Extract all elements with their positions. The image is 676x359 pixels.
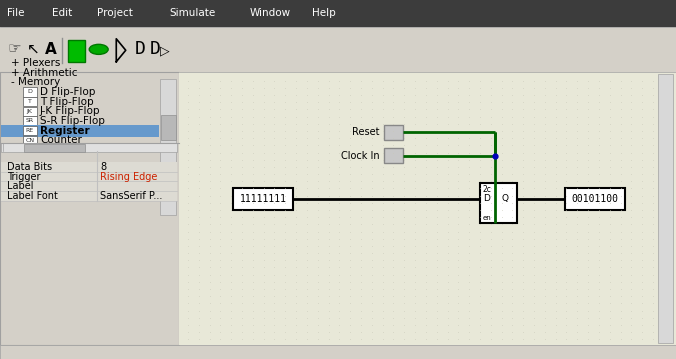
Bar	[179, 72, 676, 345]
Text: Edit: Edit	[52, 9, 72, 18]
Text: A: A	[45, 42, 56, 57]
Text: ↖: ↖	[27, 42, 40, 57]
Text: D: D	[483, 194, 489, 204]
Text: 11111111: 11111111	[239, 194, 287, 204]
Text: en: en	[483, 215, 491, 220]
Text: Clock In: Clock In	[341, 151, 380, 161]
Bar	[160, 79, 176, 215]
Bar	[384, 148, 403, 163]
Text: - Memory: - Memory	[11, 77, 61, 87]
Text: T: T	[28, 99, 32, 104]
Text: File: File	[7, 9, 24, 18]
Bar	[1, 162, 177, 172]
Text: JK: JK	[27, 109, 32, 114]
Text: ☞: ☞	[8, 42, 22, 57]
Bar	[0, 72, 179, 345]
Text: Q: Q	[502, 194, 508, 204]
Text: Label Font: Label Font	[7, 191, 57, 201]
Bar	[0, 345, 676, 359]
Circle shape	[89, 45, 108, 55]
Text: S-R Flip-Flop: S-R Flip-Flop	[40, 116, 105, 126]
Text: D: D	[150, 40, 161, 59]
Text: Counter: Counter	[40, 135, 82, 145]
Text: Simulate: Simulate	[169, 9, 215, 18]
Bar	[1, 143, 177, 152]
Text: T Flip-Flop: T Flip-Flop	[40, 97, 93, 107]
Bar	[233, 188, 293, 210]
Text: SR: SR	[26, 118, 34, 123]
Bar	[23, 97, 37, 106]
Bar	[23, 136, 37, 145]
Text: D: D	[27, 89, 32, 94]
Bar	[23, 107, 37, 116]
Bar	[1, 191, 177, 201]
Bar	[161, 115, 176, 140]
Text: 00101100: 00101100	[571, 194, 619, 204]
Text: Trigger: Trigger	[7, 172, 41, 182]
Text: + Plexers: + Plexers	[11, 58, 61, 68]
Bar	[23, 87, 37, 97]
Bar	[658, 74, 673, 343]
Bar	[0, 0, 676, 27]
Bar	[68, 40, 85, 62]
Text: Reset: Reset	[352, 127, 380, 137]
Bar	[23, 126, 37, 135]
Text: Register: Register	[40, 126, 89, 136]
Bar	[1, 181, 177, 191]
Text: ▷: ▷	[160, 45, 169, 58]
Text: RE: RE	[26, 128, 34, 133]
Text: J-K Flip-Flop: J-K Flip-Flop	[40, 106, 100, 116]
Text: Data Bits: Data Bits	[7, 162, 52, 172]
Text: 8: 8	[100, 162, 106, 172]
Text: SansSerif P...: SansSerif P...	[100, 191, 162, 201]
Text: D: D	[135, 40, 146, 59]
Bar	[24, 144, 84, 152]
Bar	[480, 183, 517, 223]
Text: Help: Help	[312, 9, 336, 18]
Text: Label: Label	[7, 181, 33, 191]
Text: Window: Window	[249, 9, 291, 18]
Bar	[23, 116, 37, 126]
Text: Rising Edge: Rising Edge	[100, 172, 158, 182]
Text: CN: CN	[25, 138, 34, 143]
Bar	[565, 188, 625, 210]
Bar	[1, 172, 177, 181]
Text: 2c: 2c	[483, 185, 491, 194]
Bar	[1, 125, 159, 137]
Bar	[0, 27, 676, 72]
Text: + Arithmetic: + Arithmetic	[11, 67, 78, 78]
Text: D Flip-Flop: D Flip-Flop	[40, 87, 95, 97]
Bar	[384, 125, 403, 140]
Text: Project: Project	[97, 9, 133, 18]
